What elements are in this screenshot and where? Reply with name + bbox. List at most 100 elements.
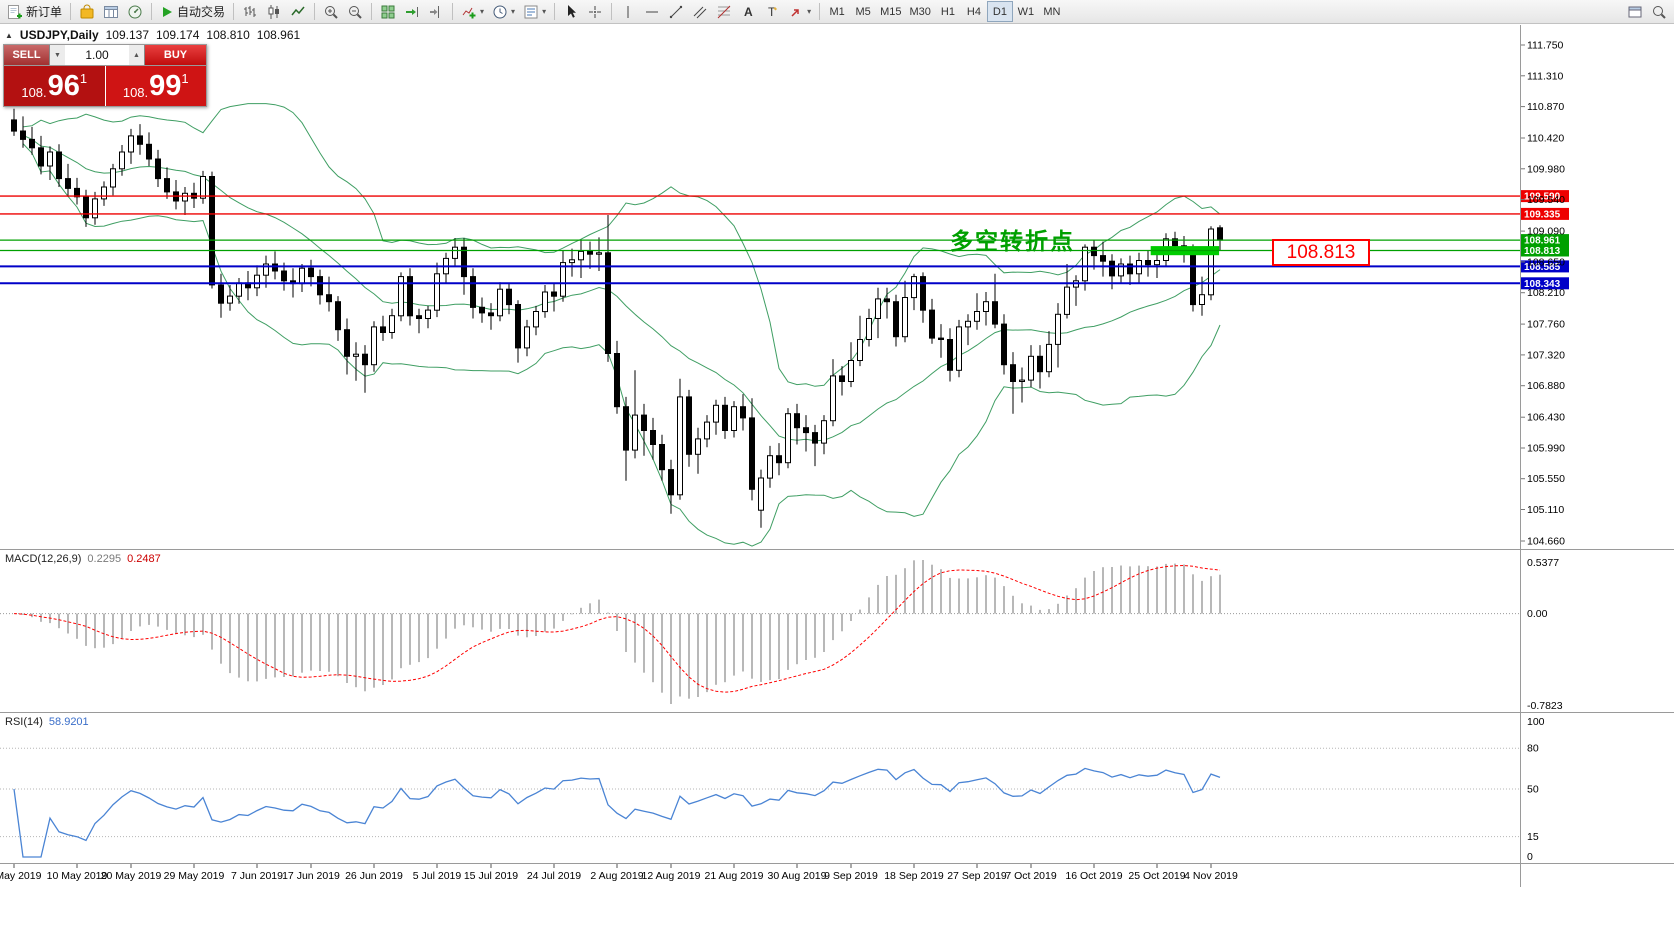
buy-price-pips: 99 [149,70,182,102]
svg-text:107.760: 107.760 [1527,319,1565,331]
dropdown-caret[interactable]: ▾ [807,7,812,16]
timeframe-m15[interactable]: M15 [876,1,905,22]
line-chart-button[interactable] [286,1,310,22]
price-tag [1521,244,1569,257]
vertical-line-button[interactable] [616,1,640,22]
volume-input[interactable]: ▼ 1.00 ▲ [50,45,144,65]
sell-button[interactable]: SELL [4,45,50,65]
market-icon [80,4,94,18]
zoom-in-button[interactable] [319,1,343,22]
bar-chart-icon [244,5,257,17]
dropdown-caret[interactable]: ▾ [480,7,485,16]
horizontal-line-icon [646,11,659,12]
indicators-button[interactable]: ▾ [457,1,488,22]
timeframe-h1[interactable]: H1 [935,1,961,22]
timeframe-mn[interactable]: MN [1039,1,1065,22]
fibonacci-button[interactable] [712,1,736,22]
svg-text:108.343: 108.343 [1524,279,1561,290]
toolbar-separator [452,3,454,20]
price-callout-label[interactable]: 108.813 [1272,239,1370,266]
svg-text:10 May 2019: 10 May 2019 [47,870,108,882]
templates-button[interactable]: ▾ [519,1,550,22]
symbol-ohlc-row: ▲ USDJPY,Daily 109.137 109.174 108.810 1… [5,28,300,42]
svg-text:50: 50 [1527,784,1539,796]
trendline-button[interactable] [664,1,688,22]
collapse-panel-arrow[interactable]: ▲ [5,30,13,40]
buy-price-point: 1 [181,71,189,86]
toolbar-separator [151,3,153,20]
rsi-value: 58.9201 [48,716,89,728]
periods-button[interactable]: ▾ [488,1,519,22]
chart-shift-button[interactable] [424,1,448,22]
svg-text:A: A [744,5,753,19]
svg-text:5 Jul 2019: 5 Jul 2019 [413,870,462,882]
text-tool-button[interactable]: A [736,1,760,22]
candlestick-chart-button[interactable] [262,1,286,22]
timeframe-h4[interactable]: H4 [961,1,987,22]
zoom-out-button[interactable] [343,1,367,22]
price-tag [1521,260,1569,273]
svg-text:108.650: 108.650 [1527,256,1565,268]
new-order-icon [8,4,22,19]
tile-windows-button[interactable] [376,1,400,22]
macd-main-value: 0.2295 [87,553,122,565]
svg-text:111.310: 111.310 [1527,70,1564,82]
horizontal-lines[interactable]: 109.590109.335108.961108.813108.585108.3… [0,190,1569,290]
new-order-button[interactable]: 新订单 [3,1,66,22]
text-label-button[interactable]: T [760,1,784,22]
trade-prices-row: 108. 96 1 108. 99 1 [4,66,206,106]
svg-text:9 Sep 2019: 9 Sep 2019 [824,870,878,882]
svg-text:108.210: 108.210 [1527,287,1565,299]
timeframe-m5[interactable]: M5 [850,1,876,22]
svg-text:18 Sep 2019: 18 Sep 2019 [884,870,944,882]
buy-price[interactable]: 108. 99 1 [105,66,206,106]
data-window-button[interactable] [99,1,123,22]
svg-text:1 May 2019: 1 May 2019 [0,870,42,882]
toolbar-right-group [1623,1,1671,22]
price-axis: 111.750 111.310 110.870 110.420 109.980 109.5… [1521,40,1565,548]
new-window-button[interactable] [1623,1,1647,22]
timeframe-d1[interactable]: D1 [986,1,1013,22]
dropdown-caret[interactable]: ▾ [542,7,547,16]
timeframe-m1[interactable]: M1 [824,1,850,22]
strategy-tester-button[interactable] [123,1,147,22]
auto-trading-button[interactable]: 自动交易 [156,1,229,22]
turning-point-annotation[interactable]: 多空转折点 [950,228,1075,254]
market-button[interactable] [75,1,99,22]
strategy-tester-icon [128,5,142,18]
svg-text:20 May 2019: 20 May 2019 [101,870,162,882]
tile-windows-icon [381,5,395,18]
bar-chart-button[interactable] [238,1,262,22]
svg-text:80: 80 [1527,743,1539,755]
cursor-button[interactable] [559,1,583,22]
rsi-name: RSI(14) [5,716,43,728]
arrows-tool-button[interactable]: ▾ [784,1,815,22]
horizontal-line-button[interactable] [640,1,664,22]
crosshair-button[interactable] [583,1,607,22]
dropdown-caret[interactable]: ▾ [511,7,516,16]
auto-scroll-button[interactable] [400,1,424,22]
svg-text:16 Oct 2019: 16 Oct 2019 [1065,870,1122,882]
channel-button[interactable] [688,1,712,22]
svg-text:-0.7823: -0.7823 [1527,700,1563,712]
zoom-in-icon [325,5,338,19]
ohlc-low: 108.810 [206,28,250,42]
timeframe-w1[interactable]: W1 [1013,1,1039,22]
price-tag [1521,277,1569,290]
volume-value[interactable]: 1.00 [85,48,109,62]
volume-increase-button[interactable]: ▲ [129,45,144,65]
sell-price[interactable]: 108. 96 1 [4,66,106,106]
svg-text:0.5377: 0.5377 [1527,557,1559,569]
buy-button[interactable]: BUY [144,45,206,65]
search-button[interactable] [1647,1,1671,22]
svg-text:108.813: 108.813 [1524,246,1561,257]
volume-decrease-button[interactable]: ▼ [50,45,65,65]
toolbar-separator [233,3,235,20]
trendline-icon [669,5,683,18]
trade-controls-row: SELL ▼ 1.00 ▲ BUY [4,45,206,66]
arrows-tool-icon [791,8,799,17]
svg-text:108.585: 108.585 [1524,262,1561,273]
timeframe-m30[interactable]: M30 [906,1,935,22]
ohlc-high: 109.174 [156,28,200,42]
